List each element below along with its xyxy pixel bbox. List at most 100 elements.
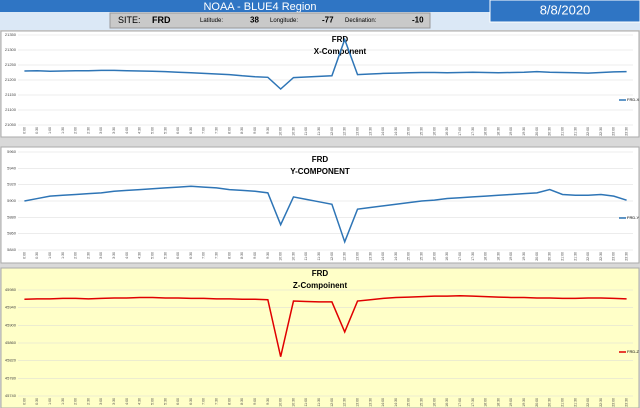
x-tick-label: 17:00 [458,398,462,407]
legend-label: FRD-Y [627,215,640,220]
y-tick-label: 45740 [5,393,17,398]
x-tick-label: 13:00 [355,252,359,261]
x-tick-label: 18:30 [496,127,500,136]
x-tick-label: 22:30 [599,127,603,136]
x-tick-label: 5:30 [163,398,167,405]
x-tick-label: 8:00 [227,127,231,134]
x-tick-label: 6:30 [189,127,193,134]
x-tick-label: 21:00 [560,252,564,261]
x-tick-label: 1:00 [48,252,52,259]
y-tick-label: 21050 [5,122,17,127]
x-tick-label: 2:30 [86,252,90,259]
x-tick-label: 0:30 [35,252,39,259]
x-tick-label: 11:30 [317,398,321,407]
x-tick-label: 14:00 [381,398,385,407]
x-tick-label: 22:30 [599,252,603,261]
site-label: SITE: [118,15,141,25]
x-tick-label: 19:00 [509,398,513,407]
x-tick-label: 6:30 [189,252,193,259]
x-tick-label: 20:30 [548,398,552,407]
x-tick-label: 23:30 [625,252,629,261]
x-tick-label: 3:00 [99,127,103,134]
dashboard-title: NOAA - BLUE4 Region [203,1,316,13]
x-tick-label: 12:00 [330,252,334,261]
x-tick-label: 17:30 [471,398,475,407]
x-tick-label: 9:30 [266,398,270,405]
x-tick-label: 16:00 [432,252,436,261]
x-tick-label: 22:00 [586,127,590,136]
x-tick-label: 17:30 [471,252,475,261]
x-tick-label: 9:30 [266,127,270,134]
x-tick-label: 15:00 [407,398,411,407]
x-tick-label: 2:00 [74,252,78,259]
x-tick-label: 1:30 [61,252,65,259]
x-tick-label: 5:00 [150,252,154,259]
x-tick-label: 20:00 [535,127,539,136]
x-tick-label: 6:00 [176,252,180,259]
x-tick-label: 15:30 [420,252,424,261]
x-tick-label: 14:00 [381,127,385,136]
x-tick-label: 21:30 [573,127,577,136]
x-tick-label: 10:30 [291,398,295,407]
x-tick-label: 6:00 [176,398,180,405]
x-tick-label: 0:00 [22,398,26,405]
chart-panel [0,146,640,264]
x-tick-label: 13:00 [355,127,359,136]
latitude: 38 [250,16,259,25]
x-tick-label: 9:00 [253,252,257,259]
x-tick-label: 8:00 [227,252,231,259]
y-tick-label: 21250 [5,62,17,67]
x-tick-label: 18:00 [484,252,488,261]
date: 8/8/2020 [540,2,591,17]
x-tick-label: 11:00 [304,398,308,407]
chart-subtitle: Z-Compoinent [293,281,348,290]
x-tick-label: 14:30 [394,398,398,407]
x-tick-label: 1:30 [61,127,65,134]
data-line [24,294,627,357]
y-tick-label: 45860 [5,340,17,345]
x-tick-label: 7:30 [215,398,219,405]
x-tick-label: 4:00 [125,398,129,405]
x-tick-label: 23:00 [612,398,616,407]
chart-title: FRD [312,155,329,164]
x-tick-label: 3:30 [112,398,116,405]
x-tick-label: 9:30 [266,252,270,259]
x-tick-label: 15:00 [407,127,411,136]
x-tick-label: 20:30 [548,127,552,136]
x-tick-label: 20:00 [535,252,539,261]
x-tick-label: 0:00 [22,252,26,259]
x-tick-label: 14:30 [394,127,398,136]
x-tick-label: 22:00 [586,398,590,407]
x-tick-label: 4:30 [138,127,142,134]
x-tick-label: 9:00 [253,127,257,134]
x-tick-label: 7:00 [202,398,206,405]
x-tick-label: 15:30 [420,398,424,407]
x-tick-label: 11:00 [304,252,308,261]
latitude-label: Latitude: [200,18,223,24]
date-box [489,0,640,23]
x-tick-label: 22:00 [586,252,590,261]
x-tick-label: 16:30 [445,398,449,407]
x-tick-label: 20:00 [535,398,539,407]
x-tick-label: 16:30 [445,252,449,261]
longitude-label: Longitude: [270,18,298,24]
x-tick-label: 8:30 [240,252,244,259]
x-tick-label: 8:00 [227,398,231,405]
y-tick-label: 5860 [7,231,17,236]
x-tick-label: 7:00 [202,252,206,259]
site-info-bar [109,12,431,29]
x-tick-label: 15:30 [420,127,424,136]
x-tick-label: 4:00 [125,252,129,259]
x-tick-label: 1:30 [61,398,65,405]
x-tick-label: 9:00 [253,398,257,405]
x-tick-label: 3:00 [99,398,103,405]
x-tick-label: 17:00 [458,127,462,136]
x-tick-label: 12:30 [343,252,347,261]
x-tick-label: 11:30 [317,252,321,261]
x-tick-label: 22:30 [599,398,603,407]
y-tick-label: 45900 [5,322,17,327]
x-tick-label: 15:00 [407,252,411,261]
x-tick-label: 18:30 [496,398,500,407]
x-tick-label: 16:00 [432,127,436,136]
y-tick-label: 5920 [7,182,17,187]
